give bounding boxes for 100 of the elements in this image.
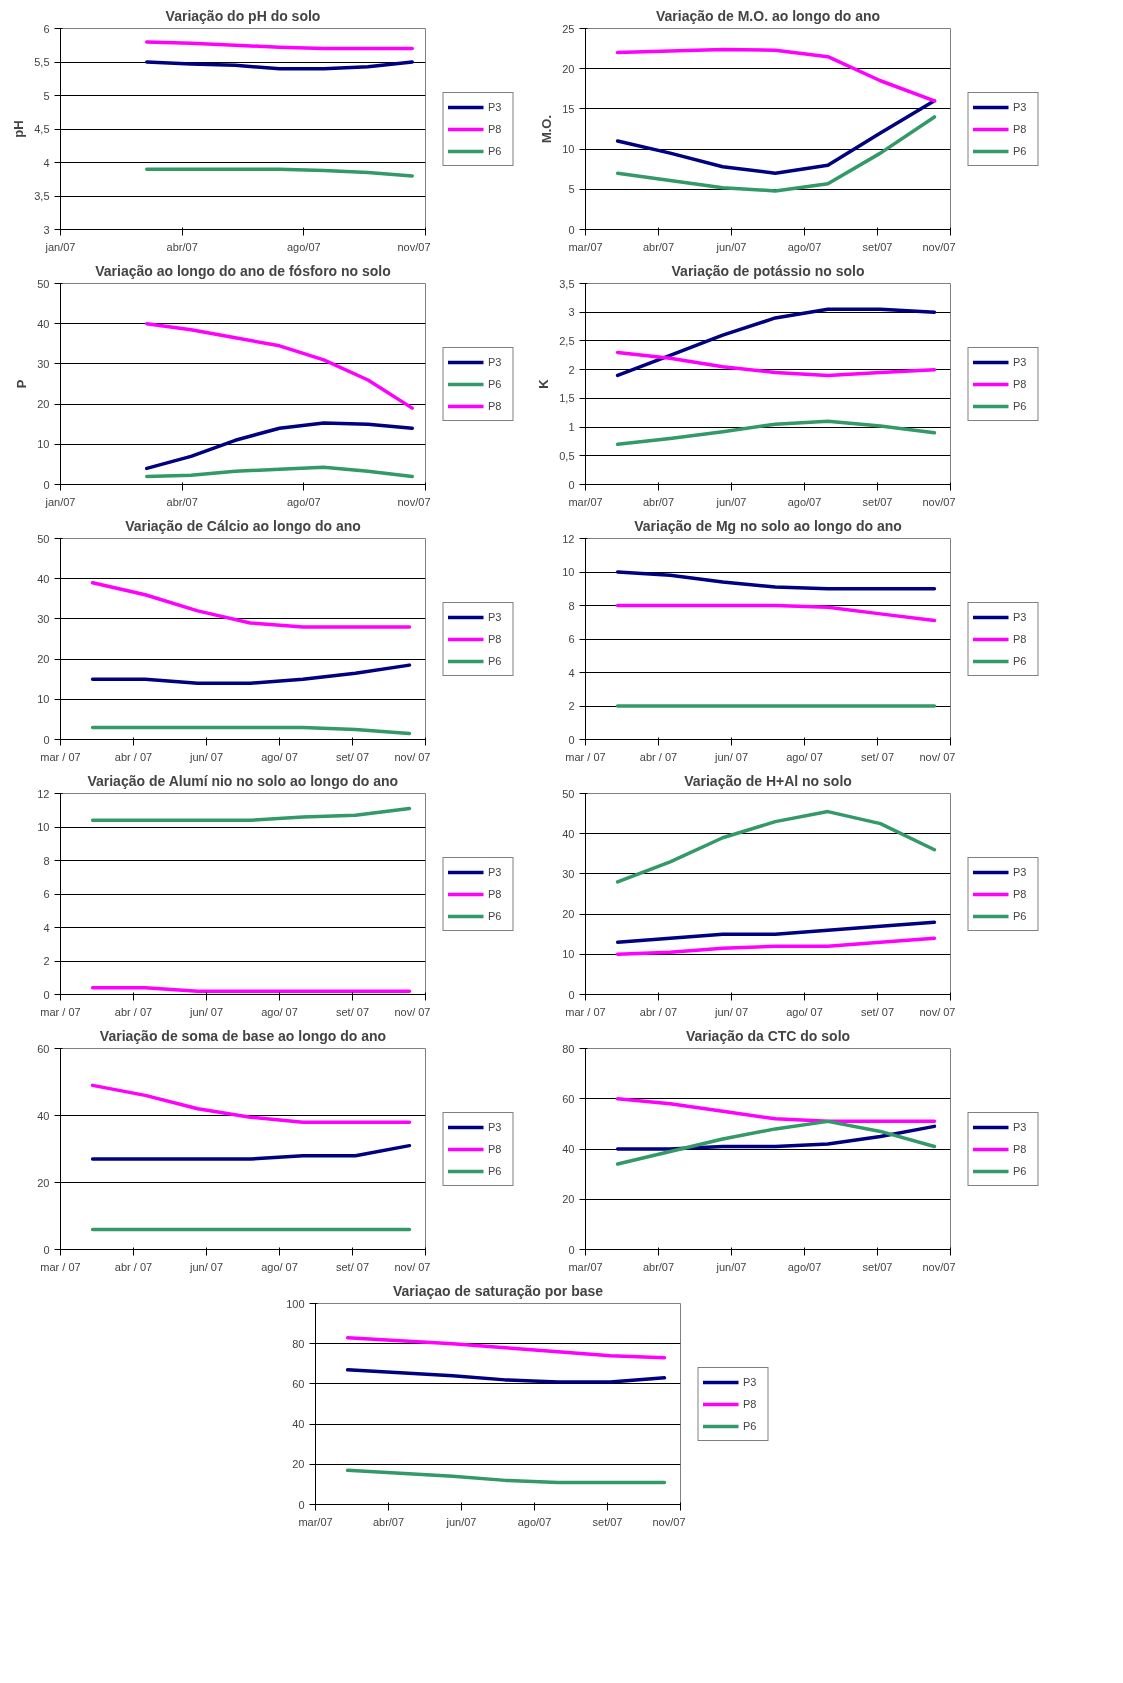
y-tick-label: 10 [37, 821, 50, 833]
legend-label: P8 [1013, 1142, 1028, 1155]
legend-label: P3 [488, 610, 503, 623]
x-tick-label: ago/ 07 [786, 1005, 823, 1018]
y-tick-label: 20 [37, 1176, 50, 1189]
x-tick-label: abr / 07 [639, 1005, 678, 1018]
x-tick-label: jun/ 07 [188, 750, 224, 763]
legend-label: P6 [743, 1419, 758, 1432]
y-tick-label: 0 [568, 223, 575, 236]
x-tick-label: abr / 07 [114, 1005, 153, 1018]
chart-title: Variação de M.O. ao longo do ano [655, 7, 881, 24]
y-axis-title: M.O. [539, 114, 555, 144]
legend-label: P6 [488, 1164, 503, 1177]
chart-title: Variaçao de saturação por base [392, 1282, 604, 1299]
x-tick-label: set/07 [862, 240, 893, 253]
legend-label: P8 [1013, 887, 1028, 900]
y-tick-label: 40 [37, 317, 50, 330]
y-tick-label: 50 [562, 787, 575, 800]
y-tick-label: 0 [568, 733, 575, 746]
y-tick-label: 60 [292, 1377, 305, 1390]
x-tick-label: jun/ 07 [713, 1005, 749, 1018]
x-tick-label: jun/07 [445, 1515, 477, 1528]
x-tick-label: set/07 [862, 495, 893, 508]
x-tick-label: mar / 07 [565, 750, 606, 763]
y-tick-label: 2 [568, 363, 575, 376]
x-tick-label: mar / 07 [40, 1260, 81, 1273]
legend-label: P3 [1013, 100, 1028, 113]
chart-title: Variação ao longo do ano de fósforo no solo [95, 262, 391, 279]
y-tick-label: 12 [37, 787, 50, 800]
x-tick-label: abr/07 [642, 495, 675, 508]
legend-label: P6 [1013, 654, 1028, 667]
legend-label: P8 [488, 399, 503, 412]
x-tick-label: nov/ 07 [394, 1005, 431, 1018]
x-tick-label: ago/07 [787, 495, 822, 508]
legend-label: P3 [1013, 865, 1028, 878]
x-tick-label: set/ 07 [335, 750, 370, 763]
x-tick-label: ago/ 07 [786, 750, 823, 763]
legend-label: P8 [1013, 122, 1028, 135]
legend-label: P6 [1013, 144, 1028, 157]
legend-label: P3 [743, 1375, 758, 1388]
y-tick-label: 3,5 [559, 277, 575, 290]
x-tick-label: jan/07 [44, 240, 76, 253]
x-tick-label: set/ 07 [860, 750, 895, 763]
y-tick-label: 0 [568, 1243, 575, 1256]
y-tick-label: 30 [37, 612, 50, 625]
y-tick-label: 60 [37, 1042, 50, 1055]
line-series [345, 1335, 667, 1360]
legend-label: P3 [488, 865, 503, 878]
line-series [145, 465, 414, 479]
y-tick-label: 80 [292, 1337, 305, 1350]
x-tick-label: ago/07 [287, 240, 321, 253]
y-tick-label: 6 [43, 888, 50, 900]
y-tick-label: 10 [562, 948, 575, 961]
chart-title: Variação de Alumí nio no solo ao longo do ano [87, 772, 399, 789]
legend-label: P3 [488, 355, 503, 368]
y-tick-label: 0 [43, 1243, 50, 1256]
line-series [615, 1119, 937, 1166]
legend-label: P6 [488, 654, 503, 667]
line-series [145, 60, 414, 71]
x-tick-label: mar / 07 [40, 750, 81, 763]
chart-title: Variação de Mg no solo ao longo do ano [634, 517, 902, 534]
line-series [615, 809, 937, 884]
y-tick-label: 50 [37, 277, 50, 290]
x-tick-label: ago/ 07 [261, 1005, 298, 1018]
line-series [615, 603, 937, 623]
x-tick-label: abr/07 [642, 240, 675, 253]
x-tick-label: abr / 07 [114, 1260, 153, 1273]
x-tick-label: abr/07 [642, 1260, 675, 1273]
y-tick-label: 10 [562, 566, 575, 578]
y-tick-label: 20 [37, 398, 50, 411]
y-tick-label: 1 [568, 421, 575, 434]
x-tick-label: jun/ 07 [188, 1260, 224, 1273]
y-tick-label: 3,5 [34, 190, 50, 202]
y-tick-label: 100 [286, 1297, 305, 1310]
line-series [145, 167, 414, 178]
y-tick-label: 20 [562, 908, 575, 921]
y-tick-label: 50 [37, 532, 50, 545]
y-tick-label: 0 [43, 988, 50, 1001]
chart-title: Variação da CTC do solo [685, 1027, 851, 1044]
x-tick-label: nov/ 07 [919, 750, 956, 763]
legend-label: P6 [1013, 909, 1028, 922]
legend-label: P6 [488, 909, 503, 922]
line-series [615, 570, 937, 591]
line-series [345, 1468, 667, 1485]
x-tick-label: set/ 07 [860, 1005, 895, 1018]
y-tick-label: 40 [37, 572, 50, 585]
line-series [615, 115, 937, 193]
x-tick-label: jun/ 07 [713, 750, 749, 763]
legend-label: P6 [488, 377, 503, 390]
y-tick-label: 30 [562, 867, 575, 880]
y-tick-label: 40 [562, 827, 575, 840]
line-series [145, 321, 414, 410]
line-series [615, 47, 937, 103]
legend-label: P3 [488, 1120, 503, 1133]
y-tick-label: 0 [568, 478, 575, 491]
x-tick-label: jun/ 07 [188, 1005, 224, 1018]
chart-title: Variação de Cálcio ao longo do ano [125, 517, 361, 534]
y-tick-label: 2 [43, 955, 50, 967]
y-axis-title: K [536, 378, 552, 389]
y-tick-label: 4 [43, 921, 50, 934]
